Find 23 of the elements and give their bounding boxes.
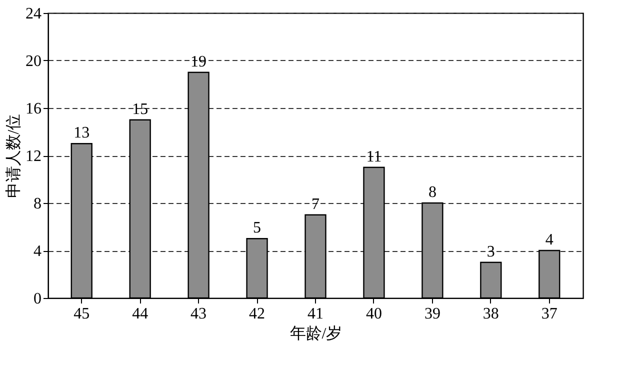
x-tick-label: 42 xyxy=(249,306,266,322)
x-tick-label: 40 xyxy=(366,306,382,322)
y-tick-label: 16 xyxy=(26,100,42,118)
data-label: 13 xyxy=(74,124,90,142)
x-tick-label: 44 xyxy=(132,306,148,322)
y-tick-label: 24 xyxy=(26,6,42,22)
x-tick-label: 43 xyxy=(190,306,207,322)
x-tick-label: 37 xyxy=(541,306,558,322)
data-label: 15 xyxy=(132,100,148,118)
y-tick-label: 12 xyxy=(26,148,42,165)
x-tick-label: 45 xyxy=(74,306,90,322)
y-tick-label: 20 xyxy=(26,53,42,70)
data-label: 5 xyxy=(253,220,262,237)
x-axis-title: 年龄/岁 xyxy=(290,324,342,342)
y-tick-label: 4 xyxy=(34,243,42,260)
x-tick-label: 41 xyxy=(308,306,324,322)
y-tick-label: 0 xyxy=(34,290,42,308)
data-label: 8 xyxy=(428,184,436,201)
x-tick-label: 38 xyxy=(482,306,499,322)
data-label: 4 xyxy=(545,232,554,248)
x-tick-label: 39 xyxy=(424,306,440,322)
y-axis-title: 申请人数/位 xyxy=(4,114,22,198)
y-tick-label: 8 xyxy=(34,196,42,212)
